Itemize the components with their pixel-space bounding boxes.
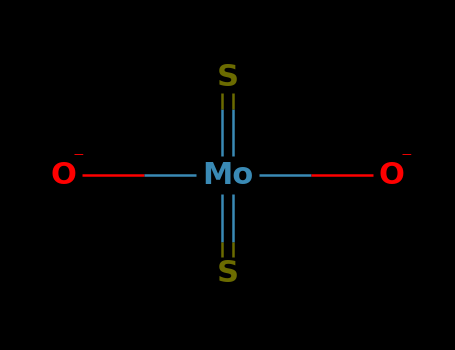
Text: S: S xyxy=(217,259,238,287)
Text: O: O xyxy=(379,161,404,189)
Text: S: S xyxy=(217,63,238,91)
Text: ⁻: ⁻ xyxy=(400,149,412,169)
Text: Mo: Mo xyxy=(202,161,253,189)
Text: O: O xyxy=(51,161,76,189)
Text: ⁻: ⁻ xyxy=(73,149,85,169)
